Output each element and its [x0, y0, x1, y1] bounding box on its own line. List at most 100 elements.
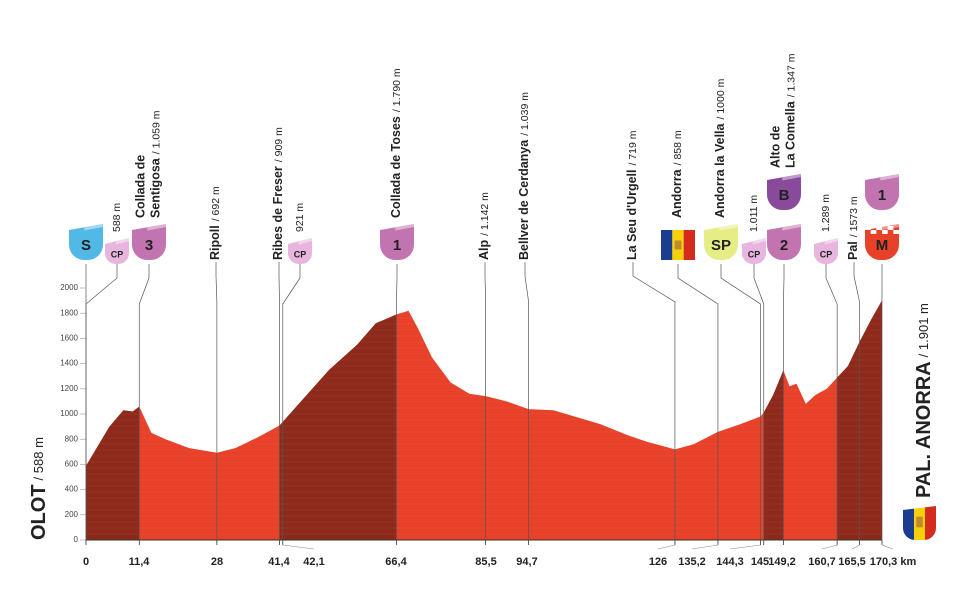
waypoint-name: Collada de Toses	[389, 116, 403, 218]
waypoint-label: Andorra la Vella / 1000 m	[713, 78, 727, 218]
x-tick-label: 170,3 km	[870, 556, 917, 568]
icon-label: 3	[145, 237, 153, 254]
icon-label: CP	[820, 249, 833, 259]
waypoint-elev: / 1.347 m	[785, 53, 797, 97]
y-tick-label: 600	[65, 460, 79, 469]
x-tick-label: 135,2	[678, 556, 706, 568]
x-tick-label: 11,4	[129, 556, 151, 568]
leader-line	[215, 262, 218, 540]
leader-line	[677, 264, 719, 540]
waypoint-name: Pal	[846, 241, 860, 260]
finish-flag-stripes	[903, 506, 936, 540]
waypoint-label: Sentigosa / 1.059 m	[149, 110, 163, 218]
y-tick-label: 1800	[60, 308, 78, 317]
icon-shape	[105, 238, 129, 264]
icon-label: 1	[878, 187, 886, 204]
y-tick-label: 400	[65, 485, 79, 494]
waypoint-elev: / 909 m	[273, 127, 285, 162]
flag-blue	[661, 230, 673, 260]
x-tick-leader	[691, 544, 718, 550]
climb-segment	[279, 300, 397, 540]
icon-label: 1	[393, 237, 401, 254]
icon-stripe	[782, 174, 801, 181]
x-tick-leader	[282, 544, 315, 550]
leader-line	[720, 264, 761, 540]
x-tick-label: 66,4	[385, 556, 407, 568]
waypoint-icon: CP	[288, 238, 312, 264]
leader-line	[138, 264, 150, 540]
icon-stripe	[147, 224, 166, 231]
icon-label: B	[779, 187, 790, 204]
leader-line	[853, 262, 860, 540]
icon-label: CP	[111, 249, 124, 259]
finish-elev: / 1.901 m	[916, 303, 931, 357]
waypoint-icon: M	[865, 224, 899, 260]
waypoint-elev: 588 m	[111, 203, 123, 232]
waypoint-elev: / 692 m	[210, 186, 222, 221]
waypoint-name: Alp	[477, 240, 491, 261]
waypoint-icon: B	[767, 174, 801, 210]
waypoint-elev: / 1.059 m	[150, 110, 162, 154]
x-tick-label: 85,5	[475, 556, 496, 568]
waypoint-icon: 1	[865, 174, 899, 210]
waypoint-icon: CP	[105, 238, 129, 264]
icon-stripe	[782, 224, 801, 231]
flag-blue	[903, 506, 914, 540]
waypoint-label: Ribes de Freser / 909 m	[271, 127, 285, 260]
icon-shape	[865, 174, 899, 210]
waypoint-name: Ripoll	[208, 225, 222, 260]
icon-stripe	[84, 224, 103, 231]
waypoint-elev: / 1573 m	[848, 196, 860, 237]
x-tick-leader	[881, 544, 894, 550]
flag-emblem	[674, 240, 682, 250]
x-tick-label: 94,7	[516, 556, 537, 568]
icon-shape	[132, 224, 166, 260]
leader-line	[632, 262, 676, 540]
waypoint-icon: SP	[704, 224, 738, 260]
x-tick-label: 160,7	[808, 556, 836, 568]
icon-label: CP	[294, 249, 307, 259]
waypoint-elev: / 1.790 m	[391, 68, 403, 112]
waypoint-label: Collada de	[134, 155, 148, 218]
x-tick-label: 0	[83, 556, 89, 568]
leader-line	[278, 262, 280, 540]
icon-stripe	[395, 224, 414, 231]
waypoint-icon: 1	[380, 224, 414, 260]
x-tick-label: 145	[751, 556, 769, 568]
x-tick-leader	[657, 544, 676, 550]
flag-red	[683, 230, 695, 260]
flag-emblem	[916, 516, 923, 528]
leader-line	[396, 264, 398, 540]
x-tick-label: 165,5	[838, 556, 866, 568]
icon-stripe	[298, 238, 312, 245]
waypoint-label: Alp / 1.142 m	[477, 192, 491, 260]
icon-stripe	[115, 238, 129, 245]
waypoint-elev: 921 m	[294, 203, 306, 232]
icon-label: M	[876, 237, 889, 254]
waypoint-elev: / 858 m	[672, 130, 684, 165]
x-tick-label: 149,2	[768, 556, 796, 568]
waypoint-icon: CP	[814, 238, 838, 264]
waypoint-name: Ribes de Freser	[271, 166, 285, 260]
icon-stripe	[752, 238, 766, 245]
waypoint-elev: / 1.142 m	[479, 192, 491, 236]
y-tick-label: 200	[65, 510, 79, 519]
x-tick-label: 28	[211, 556, 223, 568]
y-tick-label: 1000	[60, 409, 78, 418]
waypoint-name: La Seu d'Urgell	[625, 170, 639, 261]
y-tick-label: 1600	[60, 334, 78, 343]
waypoint-label: Bellver de Cerdanya / 1.039 m	[517, 92, 531, 260]
checker	[876, 226, 882, 230]
checker	[887, 226, 894, 230]
waypoint-icon: 2	[767, 224, 801, 260]
icon-label: 2	[780, 237, 788, 254]
waypoint-label: Pal / 1573 m	[846, 196, 860, 260]
waypoint-elev: / 719 m	[627, 130, 639, 165]
leader-line	[524, 262, 529, 540]
x-tick-label: 41,4	[268, 556, 290, 568]
icon-shape	[767, 224, 801, 260]
leader-line	[825, 264, 838, 540]
start-elev: / 588 m	[31, 437, 46, 480]
waypoint-label: La Comella / 1.347 m	[784, 53, 798, 168]
